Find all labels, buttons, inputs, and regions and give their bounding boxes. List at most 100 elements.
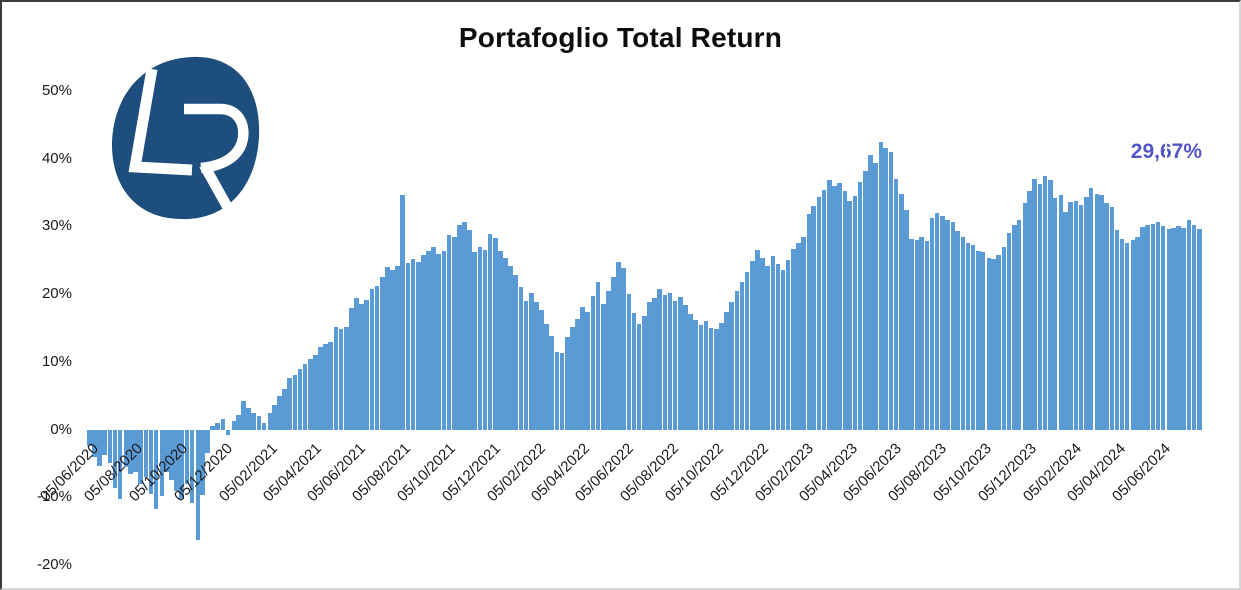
return-bar [415,261,421,430]
return-bar [117,429,123,500]
return-bar [528,292,534,430]
return-bar [133,429,138,472]
return-bar [230,421,236,430]
y-tick-label: 0% [50,420,72,438]
return-bar [595,281,601,430]
return-bar [1181,227,1187,430]
return-bar [1073,200,1079,430]
return-bar [965,242,971,430]
return-bar [92,429,97,457]
return-bar [426,250,431,430]
return-bar [1052,197,1058,430]
vertical-gridline [589,91,592,565]
return-bar [790,249,796,430]
return-bar [359,303,364,430]
y-tick-label: 30% [41,217,72,235]
return-bar [1109,207,1115,430]
return-bar [816,197,822,430]
return-bar [246,407,251,430]
vertical-gridline [158,91,160,565]
return-bar [436,254,442,430]
logo-letter-r [184,103,249,174]
return-bar [431,247,436,430]
return-bar [934,212,940,430]
return-bar [143,429,149,477]
vertical-gridline [769,91,772,565]
return-bar [703,321,709,430]
return-bar [996,254,1002,430]
return-bar [405,262,411,430]
return-bar [775,264,781,430]
return-bar [477,246,483,430]
return-bar [313,355,318,430]
return-bar [729,301,734,430]
return-bar [256,416,262,430]
return-bar [739,281,745,430]
vertical-gridline [1057,91,1059,565]
return-bar [343,327,349,430]
return-bar [302,363,308,430]
return-bar [446,234,452,430]
y-tick-label: 20% [41,285,72,303]
return-bar [1047,180,1053,430]
return-bar [898,193,904,430]
return-bar [441,251,447,430]
return-bar [472,252,478,430]
return-bar [975,250,981,430]
return-bar [220,419,226,430]
return-bar [929,218,935,430]
y-tick-label: 10% [41,352,72,370]
return-bar [636,323,642,430]
return-bar [1155,222,1161,430]
return-bar [1017,219,1022,430]
return-bar [107,429,113,464]
return-bar [903,209,909,430]
return-bar [919,237,925,430]
return-bar [374,286,380,430]
vertical-gridline [230,91,232,565]
return-bar [354,298,359,430]
return-bar [842,191,847,430]
return-bar [888,151,894,430]
return-bar [554,351,560,430]
return-bar [801,237,806,430]
return-bar [544,323,549,430]
return-bar [749,260,755,430]
return-bar [955,231,961,430]
return-bar [924,241,930,430]
return-bar [369,288,375,430]
return-bar [503,257,508,430]
vertical-gridline [122,91,124,565]
vertical-gridline [374,91,376,565]
return-bar [893,179,899,430]
return-bar [939,215,945,430]
return-bar [780,270,786,430]
lr-logo [111,56,260,220]
return-bar [564,337,570,430]
return-bar [390,269,395,430]
return-bar [395,265,400,430]
return-bar [909,238,914,430]
return-bar [1083,196,1089,430]
return-bar [539,310,544,430]
return-bar [621,268,627,430]
return-bar [713,328,719,430]
return-bar [693,319,698,430]
return-bar [600,304,606,430]
return-bar [847,200,853,430]
return-bar [662,295,668,430]
y-tick-label: 50% [41,82,72,99]
vertical-gridline [194,91,196,565]
return-bar [724,312,729,430]
vertical-gridline [302,91,304,565]
return-bar [616,262,621,430]
vertical-gridline [913,91,915,565]
return-bar [611,277,616,430]
return-bar [271,404,277,430]
return-bar [744,272,750,430]
return-bar [1032,179,1038,430]
return-bar [873,162,878,430]
return-bar [200,429,205,496]
return-bar [914,239,919,430]
vertical-gridline [805,91,808,565]
